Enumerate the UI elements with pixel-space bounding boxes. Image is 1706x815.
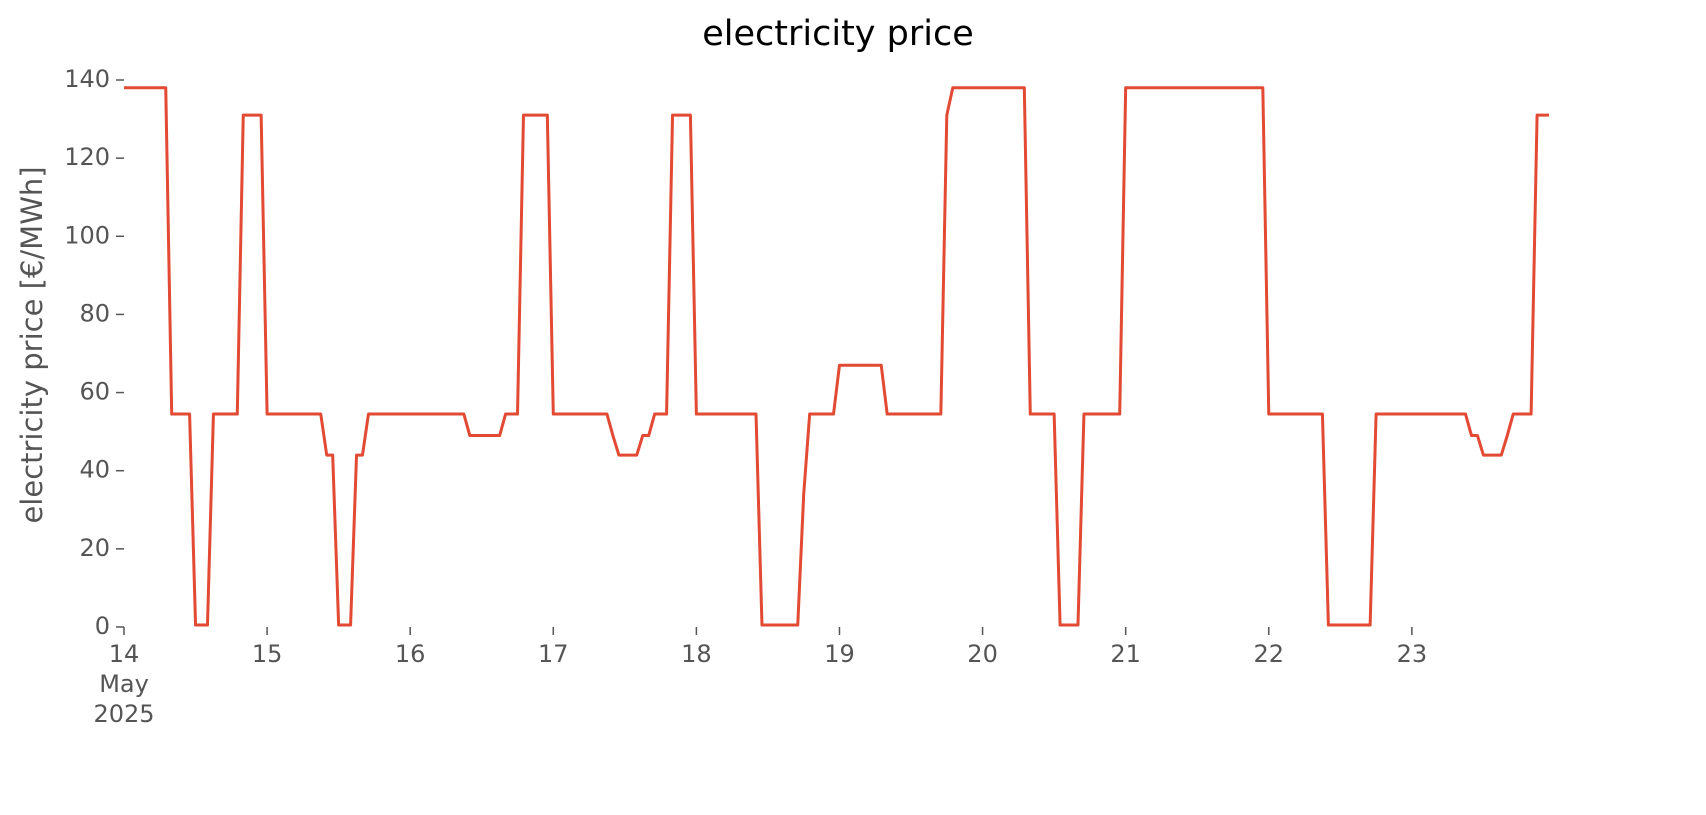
y-tick-label: 100 (64, 221, 110, 249)
x-tick-label: 17 (538, 640, 569, 668)
x-tick-label: 18 (681, 640, 712, 668)
x-tick-label: 22 (1253, 640, 1284, 668)
chart-title: electricity price (702, 14, 974, 54)
y-axis-label: electricity price [€/MWh] (15, 166, 49, 523)
price-line (124, 86, 1549, 627)
y-tick-label: 0 (95, 612, 110, 640)
x-tick-label-line: 14 (109, 640, 140, 668)
y-tick-label: 60 (79, 378, 110, 406)
x-tick-label: 16 (395, 640, 426, 668)
x-tick-label: 15 (252, 640, 283, 668)
y-tick-label: 120 (64, 143, 110, 171)
x-tick-label: 20 (967, 640, 998, 668)
x-tick-label: 14 May 2025 (93, 640, 154, 728)
x-tick-label: 19 (824, 640, 855, 668)
x-tick-label-line: 2025 (93, 700, 154, 728)
y-tick-label: 20 (79, 534, 110, 562)
y-tick-label: 40 (79, 456, 110, 484)
x-tick-label-line: May (99, 670, 149, 698)
y-tick-label: 80 (79, 299, 110, 327)
y-tick-label: 140 (64, 65, 110, 93)
x-tick-label: 23 (1397, 640, 1428, 668)
x-tick-label: 21 (1110, 640, 1141, 668)
